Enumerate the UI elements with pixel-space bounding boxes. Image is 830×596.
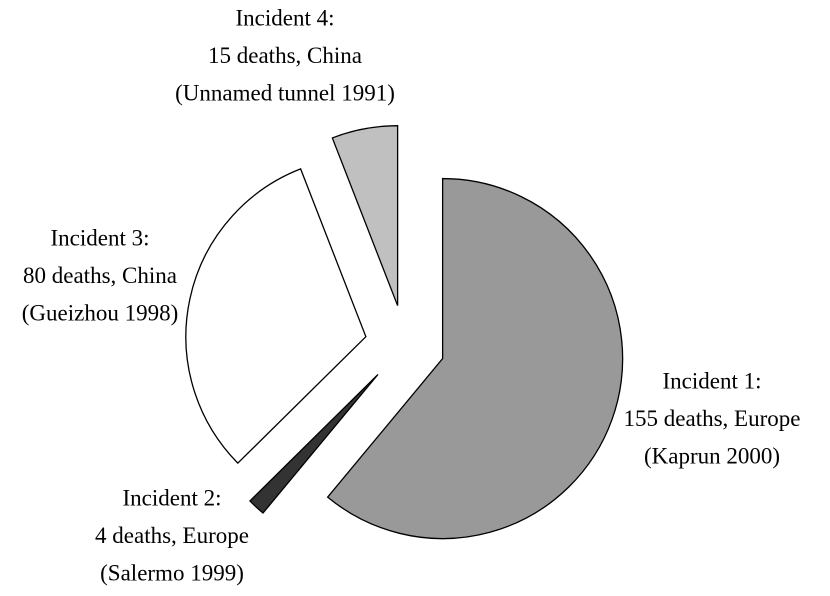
slice-label: Incident 3: bbox=[51, 225, 150, 250]
slice-value-label: 4 deaths, Europe bbox=[95, 523, 249, 548]
slice-location: (Unnamed tunnel 1991) bbox=[175, 80, 395, 105]
pie-slice bbox=[326, 177, 624, 540]
slice-location: (Kaprun 2000) bbox=[644, 443, 780, 468]
slice-value-label: 155 deaths, Europe bbox=[624, 406, 801, 431]
slice-location: (Salermo 1999) bbox=[100, 560, 244, 585]
slice-label: Incident 2: bbox=[123, 485, 222, 510]
slice-label: Incident 1: bbox=[663, 368, 762, 393]
slice-location: (Gueizhou 1998) bbox=[22, 300, 179, 325]
pie-slice bbox=[248, 374, 379, 514]
pie-slice bbox=[185, 168, 367, 465]
slice-value-label: 15 deaths, China bbox=[208, 43, 362, 68]
slice-value-label: 80 deaths, China bbox=[23, 263, 177, 288]
pie-slice bbox=[331, 125, 399, 306]
slice-label: Incident 4: bbox=[236, 5, 335, 30]
